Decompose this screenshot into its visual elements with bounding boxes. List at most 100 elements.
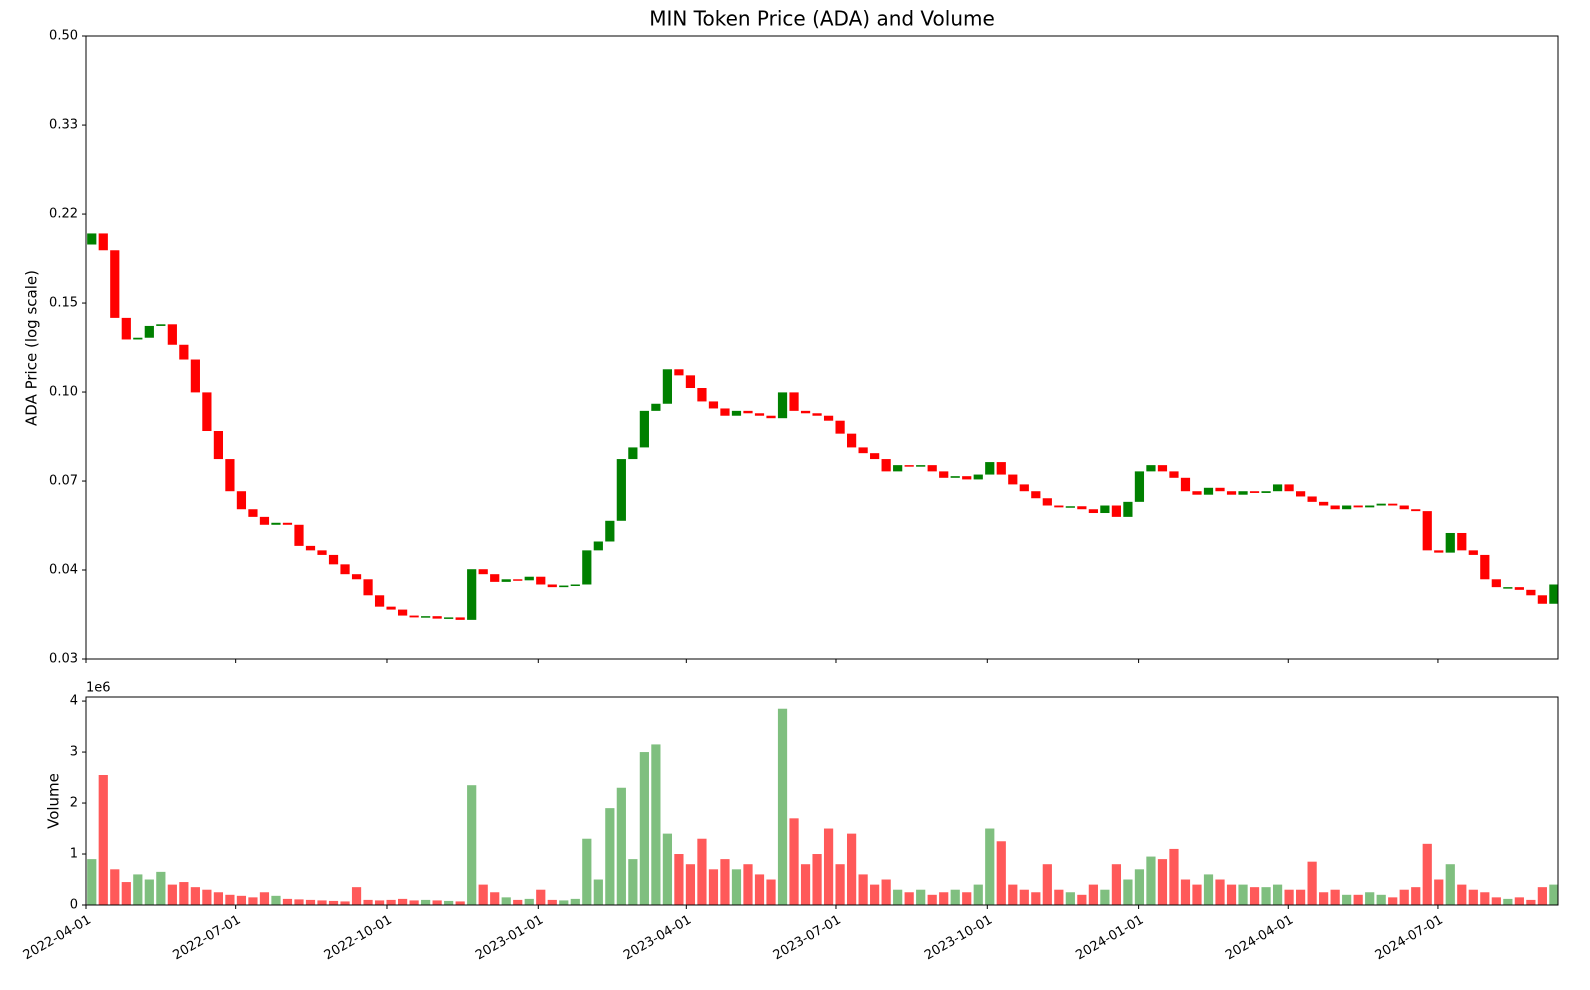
volume-bar [328,900,339,905]
volume-bar [490,892,500,905]
y-tick-label: 0.33 [49,118,78,133]
y-tick-label: 0.07 [49,474,78,489]
volume-bar [351,887,362,905]
volume-bar [432,900,442,905]
candle [98,233,108,251]
volume-bar [628,859,638,905]
candle [305,545,316,551]
candle [455,617,465,620]
volume-bar [1134,869,1145,905]
candle [202,392,212,432]
candle [328,554,339,565]
volume-bar [593,879,603,905]
candle [743,410,753,414]
volume-bar [1445,864,1455,905]
volume-bar [1549,884,1558,905]
volume-bar [881,879,891,905]
volume-bar [1526,899,1536,905]
volume-bar [1457,884,1467,905]
candle [432,616,442,619]
candle [662,369,673,404]
candle [985,462,995,475]
volume-bar [1031,892,1041,905]
volume-bar [916,889,926,905]
candle [685,375,696,389]
volume-bar [547,899,557,905]
y-tick-label: 0.50 [49,29,78,44]
candle [1399,505,1409,510]
candle [351,574,362,580]
volume-bar [1296,889,1306,905]
volume-bar [305,899,316,905]
candle [144,325,154,338]
volume-bar [1100,889,1110,905]
volume-bar [501,897,511,905]
volume-bar [685,864,696,905]
candle [1123,501,1133,517]
volume-bar [823,828,834,905]
candle [1284,484,1294,492]
candle [1134,471,1145,502]
volume-bar [202,889,212,905]
candle [1365,505,1375,508]
candle [1272,484,1283,492]
volume-bar [248,897,258,905]
volume-y-tick-label: 1 [70,847,78,862]
volume-bar [340,901,350,905]
candle [1146,465,1156,472]
candle [559,585,569,588]
volume-bar [1226,884,1237,905]
volume-bar [616,787,626,905]
volume-bar [1008,884,1018,905]
candle [409,615,419,618]
candle [858,447,868,454]
candle [1411,509,1421,512]
volume-bar [236,895,247,905]
volume-bar [1284,889,1294,905]
candle [1491,579,1501,588]
y-axis-label: ADA Price (log scale) [23,270,41,426]
candle [582,550,592,585]
candle [547,584,557,588]
candle [225,459,235,492]
volume-bar [271,895,281,905]
candle [1077,506,1087,510]
candle [271,522,281,525]
candle [1296,491,1306,497]
candle [731,410,742,416]
candle [282,522,293,525]
candle [1261,491,1271,493]
chart-title: MIN Token Price (ADA) and Volume [649,7,995,31]
candle [133,337,143,340]
candle [179,344,189,360]
candle [996,462,1006,475]
volume-bar [536,889,546,905]
volume-axis-label: Volume [45,773,63,829]
volume-bar [973,884,983,905]
candle [1203,487,1214,495]
volume-bar [1088,884,1098,905]
volume-bar [1157,859,1168,905]
volume-bar [1111,864,1122,905]
candle [766,415,776,419]
candle [1388,503,1398,506]
volume-bar [777,708,788,905]
volume-bar [190,887,200,905]
volume-bar [386,899,396,905]
volume-bar [858,874,868,905]
candle [1054,505,1064,508]
candle [478,569,488,575]
volume-bar [225,894,235,905]
candle [1169,471,1179,478]
candle [1031,491,1041,499]
volume-bar [1054,889,1064,905]
volume-bar [1019,889,1029,905]
candle [363,579,373,596]
candle [962,476,972,480]
volume-bar [708,869,719,905]
candle [605,520,615,542]
volume-bar [524,898,534,905]
price-frame [85,35,1559,660]
volume-bar [651,744,661,905]
volume-bar [317,900,327,905]
